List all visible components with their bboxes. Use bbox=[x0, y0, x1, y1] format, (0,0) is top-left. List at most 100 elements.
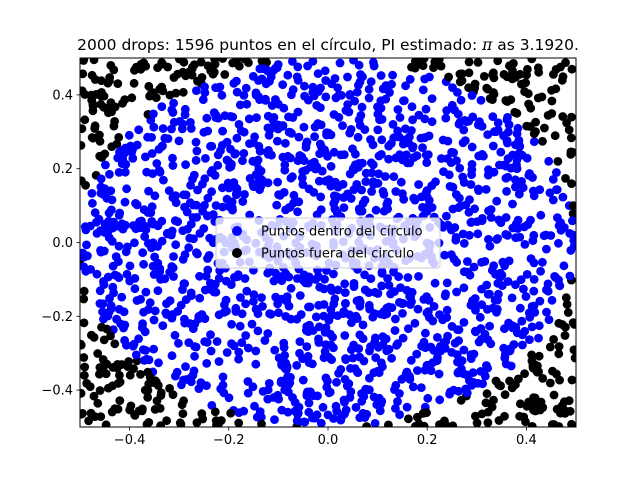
point-inside bbox=[343, 189, 352, 199]
point-inside bbox=[459, 125, 469, 135]
point-outside bbox=[93, 349, 103, 358]
point-inside bbox=[493, 118, 503, 128]
point-inside bbox=[378, 332, 388, 342]
point-inside bbox=[348, 353, 358, 363]
point-inside bbox=[114, 257, 123, 266]
point-inside bbox=[108, 223, 117, 233]
point-inside bbox=[314, 338, 324, 347]
point-inside bbox=[497, 270, 507, 280]
point-inside bbox=[280, 165, 290, 175]
point-inside bbox=[445, 389, 454, 399]
point-inside bbox=[568, 216, 576, 226]
point-outside bbox=[113, 79, 123, 88]
point-inside bbox=[227, 159, 236, 169]
point-outside bbox=[162, 416, 172, 426]
point-inside bbox=[536, 266, 545, 276]
point-inside bbox=[461, 384, 471, 394]
point-inside bbox=[272, 63, 282, 73]
point-inside bbox=[376, 96, 386, 106]
point-outside bbox=[545, 378, 555, 388]
point-outside bbox=[129, 78, 139, 88]
point-inside bbox=[442, 211, 451, 221]
point-inside bbox=[231, 303, 241, 313]
point-outside bbox=[567, 179, 576, 189]
point-outside bbox=[87, 90, 96, 100]
point-inside bbox=[468, 112, 478, 122]
point-inside bbox=[355, 352, 364, 362]
point-inside bbox=[201, 271, 211, 281]
point-inside bbox=[316, 141, 326, 151]
point-inside bbox=[269, 276, 279, 286]
point-inside bbox=[459, 318, 469, 327]
point-inside bbox=[244, 114, 254, 124]
point-inside bbox=[457, 364, 466, 374]
legend-label-inside: Puntos dentro del círculo bbox=[261, 225, 423, 240]
point-outside bbox=[566, 150, 576, 159]
y-tick-label: 0.0 bbox=[52, 236, 73, 251]
point-outside bbox=[95, 363, 105, 372]
point-inside bbox=[192, 248, 201, 257]
point-inside bbox=[436, 346, 446, 356]
point-inside bbox=[332, 377, 341, 387]
point-inside bbox=[304, 398, 314, 408]
point-inside bbox=[429, 302, 439, 311]
point-inside bbox=[295, 337, 305, 346]
point-inside bbox=[395, 410, 404, 420]
point-inside bbox=[354, 60, 364, 70]
point-inside bbox=[522, 270, 532, 279]
point-inside bbox=[160, 274, 170, 284]
point-inside bbox=[180, 250, 190, 260]
point-inside bbox=[263, 111, 273, 121]
point-inside bbox=[125, 261, 135, 271]
point-inside bbox=[346, 387, 356, 396]
point-inside bbox=[380, 172, 390, 181]
point-inside bbox=[324, 388, 334, 398]
point-inside bbox=[249, 297, 258, 306]
point-inside bbox=[292, 416, 302, 426]
point-inside bbox=[239, 406, 249, 416]
point-inside bbox=[358, 199, 368, 208]
point-inside bbox=[430, 278, 440, 288]
point-inside bbox=[102, 193, 112, 203]
point-outside bbox=[80, 353, 89, 362]
point-outside bbox=[483, 418, 493, 427]
point-inside bbox=[345, 91, 355, 100]
point-outside bbox=[482, 389, 492, 399]
point-inside bbox=[347, 345, 356, 355]
point-inside bbox=[559, 261, 569, 271]
point-outside bbox=[127, 93, 137, 103]
point-inside bbox=[218, 372, 228, 382]
point-outside bbox=[171, 88, 181, 98]
point-inside bbox=[180, 104, 190, 114]
point-inside bbox=[515, 303, 525, 313]
point-inside bbox=[241, 299, 251, 309]
point-inside bbox=[405, 74, 415, 84]
point-inside bbox=[524, 170, 534, 180]
point-outside bbox=[87, 70, 97, 80]
point-inside bbox=[292, 72, 302, 82]
point-inside bbox=[203, 254, 212, 263]
point-inside bbox=[318, 402, 328, 412]
point-inside bbox=[298, 180, 308, 189]
point-inside bbox=[548, 175, 558, 184]
point-outside bbox=[155, 404, 165, 413]
point-inside bbox=[357, 102, 367, 112]
point-outside bbox=[520, 87, 529, 96]
point-inside bbox=[441, 289, 450, 299]
point-inside bbox=[466, 180, 476, 189]
point-inside bbox=[542, 307, 551, 317]
point-inside bbox=[424, 196, 434, 205]
point-inside bbox=[249, 290, 259, 299]
point-inside bbox=[222, 348, 232, 357]
point-inside bbox=[257, 293, 266, 302]
point-inside bbox=[99, 246, 109, 256]
point-inside bbox=[96, 174, 106, 184]
point-inside bbox=[349, 279, 359, 288]
point-inside bbox=[294, 132, 304, 142]
point-inside bbox=[224, 393, 234, 403]
point-inside bbox=[211, 201, 221, 210]
point-inside bbox=[521, 292, 531, 301]
point-inside bbox=[140, 232, 150, 242]
point-outside bbox=[136, 370, 145, 379]
point-inside bbox=[518, 183, 528, 193]
